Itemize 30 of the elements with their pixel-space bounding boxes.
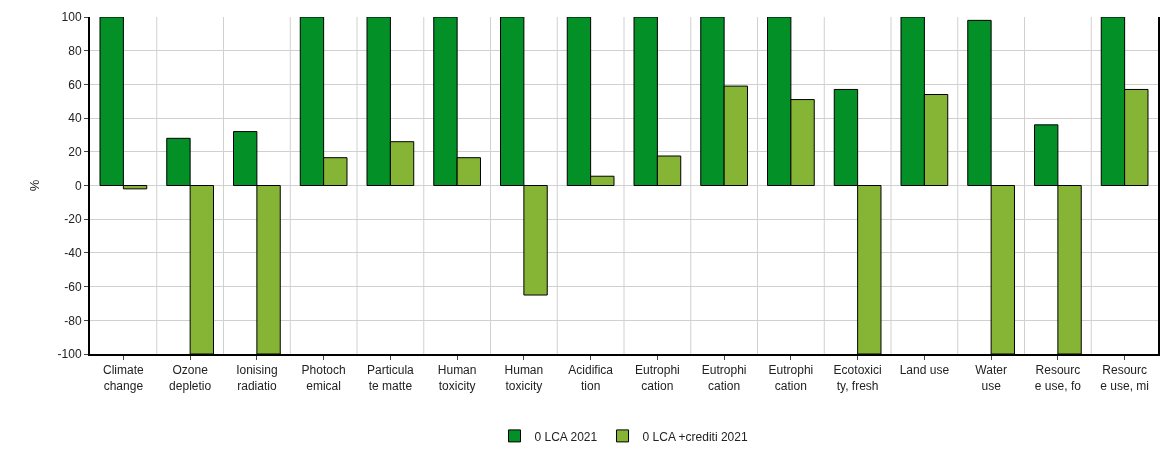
y-tick-label: -40 xyxy=(64,246,82,261)
y-tick-label: 0 xyxy=(74,178,82,193)
x-tick-label: Acidifica tion xyxy=(568,363,614,393)
x-tick-label: Ecotoxici ty, fresh xyxy=(833,363,882,393)
y-axis-title: % xyxy=(27,179,43,192)
y-tick-label: -100 xyxy=(57,347,82,362)
legend-label: 0 LCA +crediti 2021 xyxy=(642,429,748,444)
x-tick-label: Land use xyxy=(899,363,950,378)
x-tick-label: Photoch emical xyxy=(301,363,346,393)
x-tick-label: Human toxicity xyxy=(437,363,477,393)
y-tick-label: -20 xyxy=(64,212,82,227)
y-tick-label: 20 xyxy=(68,145,82,159)
x-tick-label: Resourc e use, fo xyxy=(1034,363,1082,393)
x-tick-label: Water use xyxy=(975,363,1007,393)
y-tick-label: 60 xyxy=(68,77,82,92)
x-tick-label: Eutrophi cation xyxy=(701,363,747,393)
y-tick-label: 80 xyxy=(68,43,82,58)
x-tick-label: Resourc e use, mi xyxy=(1100,363,1149,393)
x-tick-label: Eutrophi cation xyxy=(768,363,814,393)
x-tick-label: Ozone depletio xyxy=(169,363,212,393)
x-tick-label: Climate change xyxy=(103,363,145,393)
y-tick-label: 40 xyxy=(68,111,82,126)
y-tick-label: 100 xyxy=(61,10,82,25)
legend-label: 0 LCA 2021 xyxy=(534,429,598,444)
y-tick-label: -60 xyxy=(64,279,82,294)
x-tick-label: Ionising radiatio xyxy=(236,363,278,393)
x-tick-label: Eutrophi cation xyxy=(635,363,680,393)
y-tick-label: -80 xyxy=(64,313,82,328)
x-tick-label: Particula te matte xyxy=(367,363,415,393)
x-tick-label: Human toxicity xyxy=(504,363,544,393)
